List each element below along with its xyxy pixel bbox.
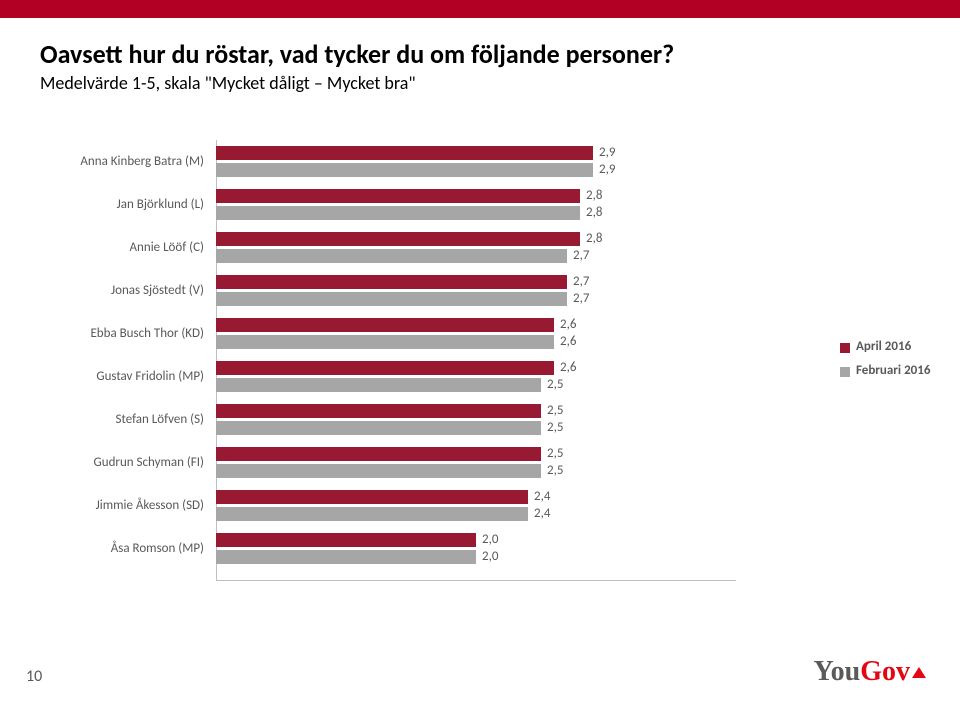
category-label: Jan Björklund (L) bbox=[56, 197, 204, 212]
category-label: Stefan Löfven (S) bbox=[56, 412, 204, 427]
legend-swatch bbox=[840, 343, 850, 353]
bar: 2,7 bbox=[216, 249, 567, 263]
bar: 2,5 bbox=[216, 447, 541, 461]
bar-value: 2,4 bbox=[534, 506, 550, 521]
x-axis bbox=[216, 580, 736, 581]
bar-value: 2,8 bbox=[586, 188, 602, 203]
category-label: Jimmie Åkesson (SD) bbox=[56, 498, 204, 513]
bar: 2,8 bbox=[216, 232, 580, 246]
bar-value: 2,5 bbox=[547, 420, 563, 435]
page-subtitle: Medelvärde 1-5, skala "Mycket dåligt – M… bbox=[40, 72, 416, 94]
bar: 2,4 bbox=[216, 490, 528, 504]
bar: 2,9 bbox=[216, 146, 593, 160]
category-label: Anna Kinberg Batra (M) bbox=[56, 154, 204, 169]
logo-triangle-icon bbox=[912, 667, 926, 678]
bar: 2,6 bbox=[216, 335, 554, 349]
bar-value: 2,9 bbox=[599, 145, 615, 160]
page-title: Oavsett hur du röstar, vad tycker du om … bbox=[40, 38, 674, 70]
bar-value: 2,9 bbox=[599, 162, 615, 177]
bar-value: 2,6 bbox=[560, 317, 576, 332]
legend-item: Februari 2016 bbox=[840, 364, 940, 378]
legend-label: Februari 2016 bbox=[856, 364, 930, 378]
bar-chart: Anna Kinberg Batra (M) 2,9 2,9 Jan Björklun… bbox=[56, 140, 876, 610]
category-label: Åsa Romson (MP) bbox=[56, 541, 204, 556]
bar: 2,5 bbox=[216, 464, 541, 478]
brand-bar bbox=[0, 0, 960, 18]
bar-value: 2,0 bbox=[482, 532, 498, 547]
bar: 2,5 bbox=[216, 404, 541, 418]
logo-gov: Gov bbox=[860, 656, 910, 687]
legend: April 2016 Februari 2016 bbox=[840, 340, 940, 389]
bar-value: 2,6 bbox=[560, 334, 576, 349]
bar-value: 2,5 bbox=[547, 463, 563, 478]
bar: 2,9 bbox=[216, 163, 593, 177]
category-label: Annie Lööf (C) bbox=[56, 240, 204, 255]
slide: Oavsett hur du röstar, vad tycker du om … bbox=[0, 0, 960, 706]
category-label: Jonas Sjöstedt (V) bbox=[56, 283, 204, 298]
bar-value: 2,6 bbox=[560, 360, 576, 375]
legend-swatch bbox=[840, 367, 850, 377]
category-label: Ebba Busch Thor (KD) bbox=[56, 326, 204, 341]
bar: 2,0 bbox=[216, 533, 476, 547]
bar-value: 2,5 bbox=[547, 377, 563, 392]
bar-value: 2,4 bbox=[534, 489, 550, 504]
bar: 2,5 bbox=[216, 378, 541, 392]
bar: 2,0 bbox=[216, 550, 476, 564]
logo: YouGov bbox=[814, 656, 926, 688]
page-number: 10 bbox=[26, 667, 42, 686]
bar-value: 2,7 bbox=[573, 291, 589, 306]
bar-value: 2,8 bbox=[586, 231, 602, 246]
bar: 2,6 bbox=[216, 361, 554, 375]
bar: 2,4 bbox=[216, 507, 528, 521]
legend-item: April 2016 bbox=[840, 340, 940, 354]
bar-value: 2,5 bbox=[547, 446, 563, 461]
logo-you: You bbox=[814, 656, 861, 687]
bar: 2,6 bbox=[216, 318, 554, 332]
bar: 2,7 bbox=[216, 275, 567, 289]
bar: 2,8 bbox=[216, 206, 580, 220]
legend-label: April 2016 bbox=[856, 340, 911, 354]
category-label: Gustav Fridolin (MP) bbox=[56, 369, 204, 384]
bar: 2,7 bbox=[216, 292, 567, 306]
bar-value: 2,7 bbox=[573, 274, 589, 289]
bar-value: 2,7 bbox=[573, 248, 589, 263]
bar: 2,5 bbox=[216, 421, 541, 435]
bar-value: 2,5 bbox=[547, 403, 563, 418]
category-label: Gudrun Schyman (FI) bbox=[56, 455, 204, 470]
bar-value: 2,8 bbox=[586, 205, 602, 220]
bar-value: 2,0 bbox=[482, 549, 498, 564]
bar: 2,8 bbox=[216, 189, 580, 203]
